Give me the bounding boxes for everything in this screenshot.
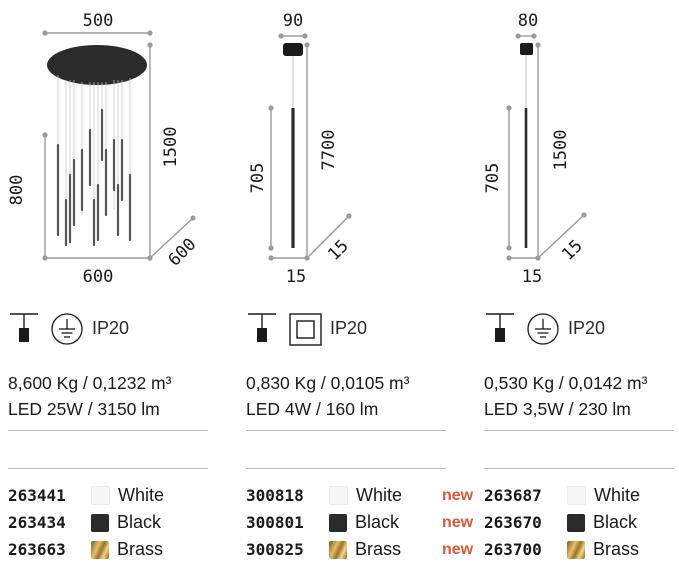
divider bbox=[484, 430, 674, 431]
dim-pendant-height-label: 705 bbox=[248, 163, 268, 194]
product-row: 263434 Black bbox=[8, 509, 164, 536]
specs-block: 0,530 Kg / 0,0142 m³ LED 3,5W / 230 lm bbox=[484, 370, 647, 422]
divider bbox=[8, 430, 208, 431]
white-swatch bbox=[329, 486, 348, 505]
black-swatch bbox=[329, 513, 347, 532]
product-row: new 263670 Black bbox=[442, 509, 640, 536]
product-row: 263663 Brass bbox=[8, 536, 164, 563]
canopy-shape bbox=[283, 43, 303, 56]
finish-name: Brass bbox=[117, 539, 164, 559]
canopy-shape bbox=[47, 45, 147, 85]
specs-block: 0,830 Kg / 0,0105 m³ LED 4W / 160 lm bbox=[246, 370, 409, 422]
dim-width-label: 80 bbox=[518, 11, 538, 31]
dimension-drawing-1: 500 1500 800 bbox=[7, 11, 200, 287]
dim-base-b-label: 15 bbox=[324, 236, 353, 265]
led-spec: LED 25W / 3150 lm bbox=[8, 399, 160, 419]
black-swatch bbox=[91, 513, 109, 532]
dim-pendant-height-label: 800 bbox=[7, 175, 27, 206]
divider bbox=[246, 468, 446, 469]
dim-base-a-label: 15 bbox=[522, 267, 542, 287]
product-code: 263441 bbox=[8, 486, 66, 505]
led-spec: LED 3,5W / 230 lm bbox=[484, 399, 631, 419]
product-list: 263441 White 263434 Black 263663 Brass bbox=[8, 482, 164, 563]
brass-swatch bbox=[91, 540, 109, 559]
finish-name: White bbox=[594, 485, 641, 505]
product-code: 300825 bbox=[246, 540, 304, 559]
product-code: 263670 bbox=[484, 513, 542, 532]
product-code: 300818 bbox=[246, 486, 304, 505]
canopy-shape bbox=[520, 43, 533, 55]
dim-base-a-label: 15 bbox=[286, 267, 306, 287]
finish-name: Black bbox=[117, 512, 162, 532]
product-column-3: 80 1500 705 15 15 IP20 0,530 Kg / 0,0142… bbox=[442, 0, 679, 567]
product-row: 263441 White bbox=[8, 482, 164, 509]
double-insulation-icon bbox=[289, 313, 322, 346]
product-row: 300801 Black bbox=[246, 509, 402, 536]
dim-total-height-label: 1500 bbox=[551, 130, 571, 171]
product-column-2: 90 7700 705 15 15 IP20 0,830 Kg / 0,0105… bbox=[238, 0, 476, 567]
product-row: new 263687 White bbox=[442, 482, 641, 509]
ceiling-mount-icon bbox=[486, 313, 514, 342]
product-code: 263434 bbox=[8, 513, 66, 532]
dimension-drawing-3: 80 1500 705 15 15 bbox=[483, 11, 587, 287]
ceiling-mount-icon bbox=[10, 313, 38, 342]
finish-name: Brass bbox=[593, 539, 640, 559]
finish-name: White bbox=[356, 485, 403, 505]
product-list: new 263687 White new 263670 Black new 26… bbox=[442, 482, 641, 563]
dimension-drawing-2: 90 7700 705 15 15 bbox=[248, 11, 353, 287]
ceiling-mount-icon bbox=[248, 313, 276, 342]
white-swatch bbox=[91, 486, 110, 505]
product-code: 300801 bbox=[246, 513, 304, 532]
product-list: 300818 White 300801 Black 300825 Brass bbox=[246, 482, 402, 563]
dim-width-label: 90 bbox=[283, 11, 303, 31]
specs-block: 8,600 Kg / 0,1232 m³ LED 25W / 3150 lm bbox=[8, 370, 171, 422]
finish-name: Black bbox=[593, 512, 638, 532]
led-spec: LED 4W / 160 lm bbox=[246, 399, 379, 419]
ip-rating: IP20 bbox=[92, 318, 130, 338]
divider bbox=[8, 468, 208, 469]
new-badge: new bbox=[442, 540, 474, 558]
ip-rating: IP20 bbox=[568, 318, 606, 338]
product-code: 263687 bbox=[484, 486, 542, 505]
new-badge: new bbox=[442, 513, 474, 531]
product-code: 263663 bbox=[8, 540, 66, 559]
dim-total-height-label: 1500 bbox=[161, 127, 181, 168]
brass-swatch bbox=[567, 540, 585, 559]
divider bbox=[484, 468, 674, 469]
weight-volume: 0,530 Kg / 0,0142 m³ bbox=[484, 373, 648, 393]
dim-base-a-label: 600 bbox=[83, 267, 114, 287]
weight-volume: 0,830 Kg / 0,0105 m³ bbox=[246, 373, 410, 393]
weight-volume: 8,600 Kg / 0,1232 m³ bbox=[8, 373, 172, 393]
earth-ground-icon bbox=[527, 313, 559, 345]
ip-rating: IP20 bbox=[330, 318, 368, 338]
pendant-rods bbox=[56, 108, 132, 247]
brass-swatch bbox=[329, 540, 347, 559]
product-column-1: 500 1500 800 bbox=[0, 0, 238, 567]
earth-ground-icon bbox=[51, 313, 83, 345]
dim-width-label: 500 bbox=[83, 11, 114, 31]
new-badge: new bbox=[442, 486, 474, 504]
dim-total-height-label: 7700 bbox=[319, 130, 339, 171]
black-swatch bbox=[567, 513, 585, 532]
finish-name: White bbox=[118, 485, 165, 505]
finish-name: Black bbox=[355, 512, 400, 532]
white-swatch bbox=[567, 486, 586, 505]
product-row: new 263700 Brass bbox=[442, 536, 640, 563]
product-code: 263700 bbox=[484, 540, 542, 559]
divider bbox=[246, 430, 446, 431]
dim-base-b-label: 15 bbox=[558, 236, 587, 265]
dim-pendant-height-label: 705 bbox=[483, 163, 503, 194]
finish-name: Brass bbox=[355, 539, 402, 559]
product-row: 300818 White bbox=[246, 482, 402, 509]
product-row: 300825 Brass bbox=[246, 536, 402, 563]
